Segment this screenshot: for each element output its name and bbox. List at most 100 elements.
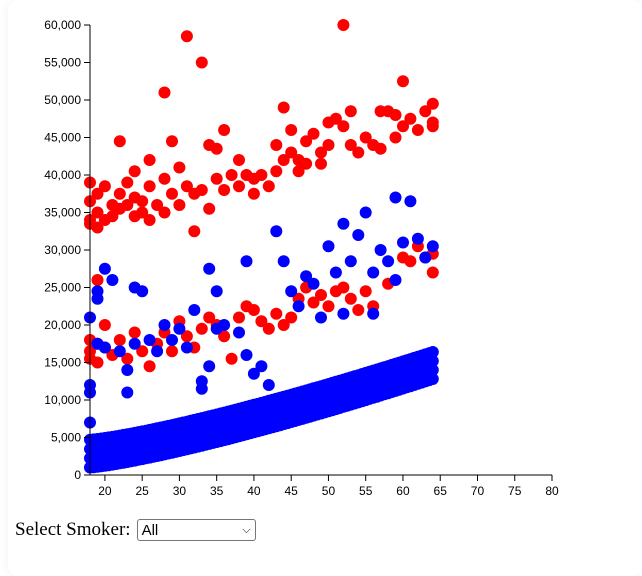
data-point-nonsmoker [240, 349, 253, 361]
data-point-smoker [359, 131, 372, 144]
data-point-smoker [277, 319, 290, 331]
data-point-smoker [344, 139, 357, 151]
data-point-smoker [203, 311, 216, 324]
data-point-nonsmoker [255, 360, 268, 373]
x-tick-label: 25 [135, 484, 149, 498]
data-point-smoker [166, 187, 178, 200]
data-point-smoker [344, 292, 357, 305]
data-point-smoker [113, 135, 126, 148]
data-point-nonsmoker [151, 345, 164, 358]
y-tick-label: 45,000 [44, 131, 81, 145]
data-point-smoker [121, 176, 134, 189]
data-point-smoker [233, 154, 245, 166]
data-point-smoker [91, 206, 104, 219]
data-point-nonsmoker [352, 229, 365, 241]
data-point-smoker [158, 206, 171, 219]
data-point-smoker [180, 180, 193, 193]
x-tick-label: 45 [285, 484, 299, 498]
data-point-nonsmoker [247, 367, 260, 380]
data-point-nonsmoker [210, 285, 223, 298]
data-point-smoker [195, 184, 208, 196]
data-point-smoker [337, 19, 350, 31]
y-tick-label: 20,000 [44, 318, 81, 332]
data-point-smoker [136, 345, 149, 358]
data-point-smoker [419, 105, 432, 118]
x-tick-label: 40 [247, 484, 261, 498]
data-point-smoker [359, 285, 372, 298]
data-point-smoker [285, 124, 298, 136]
data-point-smoker [136, 195, 149, 208]
data-point-nonsmoker [404, 195, 417, 208]
filter-label: Select Smoker: [15, 519, 131, 540]
y-tick-label: 15,000 [44, 356, 81, 370]
data-point-smoker [121, 199, 134, 211]
data-point-smoker [166, 135, 178, 148]
y-tick-label: 0 [74, 468, 81, 482]
data-point-smoker [411, 124, 424, 136]
smoker-select[interactable]: All ⌵ [136, 519, 256, 541]
data-point-nonsmoker [91, 285, 104, 298]
data-point-smoker [292, 165, 305, 178]
data-point-nonsmoker [344, 255, 357, 268]
data-point-nonsmoker [277, 255, 290, 268]
data-point-nonsmoker [180, 341, 193, 354]
data-point-smoker [426, 120, 439, 133]
x-tick-label: 60 [396, 484, 410, 498]
data-point-smoker [180, 30, 193, 43]
data-point-smoker [143, 180, 156, 193]
data-point-smoker [262, 322, 275, 335]
data-point-nonsmoker [240, 255, 253, 268]
data-point-nonsmoker [195, 382, 208, 395]
data-point-nonsmoker [322, 240, 335, 253]
data-point-smoker [218, 184, 231, 196]
data-point-nonsmoker [397, 236, 409, 249]
data-point-nonsmoker [143, 334, 156, 346]
data-point-smoker [158, 86, 171, 99]
data-point-nonsmoker [300, 270, 313, 283]
data-point-band [426, 355, 439, 367]
data-point-nonsmoker [106, 274, 119, 286]
data-point-nonsmoker [382, 255, 395, 268]
y-tick-label: 40,000 [44, 168, 81, 182]
data-point-smoker [307, 296, 320, 309]
data-point-nonsmoker [411, 232, 424, 245]
data-point-smoker [218, 330, 231, 343]
data-point-smoker [322, 139, 335, 151]
data-point-smoker [397, 75, 409, 88]
data-point-smoker [173, 161, 186, 174]
data-point-band [426, 364, 439, 376]
data-point-smoker [352, 146, 365, 159]
data-point-smoker [98, 180, 111, 193]
data-point-nonsmoker [329, 266, 342, 279]
data-point-nonsmoker [419, 251, 432, 264]
data-point-nonsmoker [203, 262, 216, 275]
x-tick-label: 50 [322, 484, 336, 498]
y-tick-label: 25,000 [44, 281, 81, 295]
data-point-smoker [389, 131, 402, 144]
data-point-smoker [285, 146, 298, 159]
data-point-smoker [98, 319, 111, 331]
data-point-smoker [166, 345, 178, 358]
x-tick-label: 80 [545, 484, 559, 498]
y-tick-label: 35,000 [44, 206, 81, 220]
data-point-smoker [315, 146, 327, 159]
data-point-nonsmoker [292, 300, 305, 313]
data-point-smoker [307, 127, 320, 140]
y-tick-label: 50,000 [44, 93, 81, 107]
data-point-nonsmoker [337, 307, 350, 320]
data-point-smoker [255, 169, 268, 181]
data-point-smoker [91, 187, 104, 200]
scatter-chart: 20 25 30 35 40 45 50 55 60 65 70 75 80 0 5,000 10,000 15… [44, 18, 559, 498]
data-point-smoker [277, 154, 290, 166]
data-point-smoker [233, 311, 245, 324]
data-point-nonsmoker [337, 217, 350, 230]
data-point-smoker [344, 105, 357, 118]
data-point-smoker [136, 206, 149, 219]
data-point-smoker [128, 326, 141, 339]
data-point-nonsmoker [158, 319, 171, 331]
data-point-smoker [128, 165, 141, 178]
data-point-smoker [173, 199, 186, 211]
data-point-smoker [337, 120, 350, 133]
data-point-nonsmoker [128, 337, 141, 350]
data-point-smoker [315, 157, 327, 170]
